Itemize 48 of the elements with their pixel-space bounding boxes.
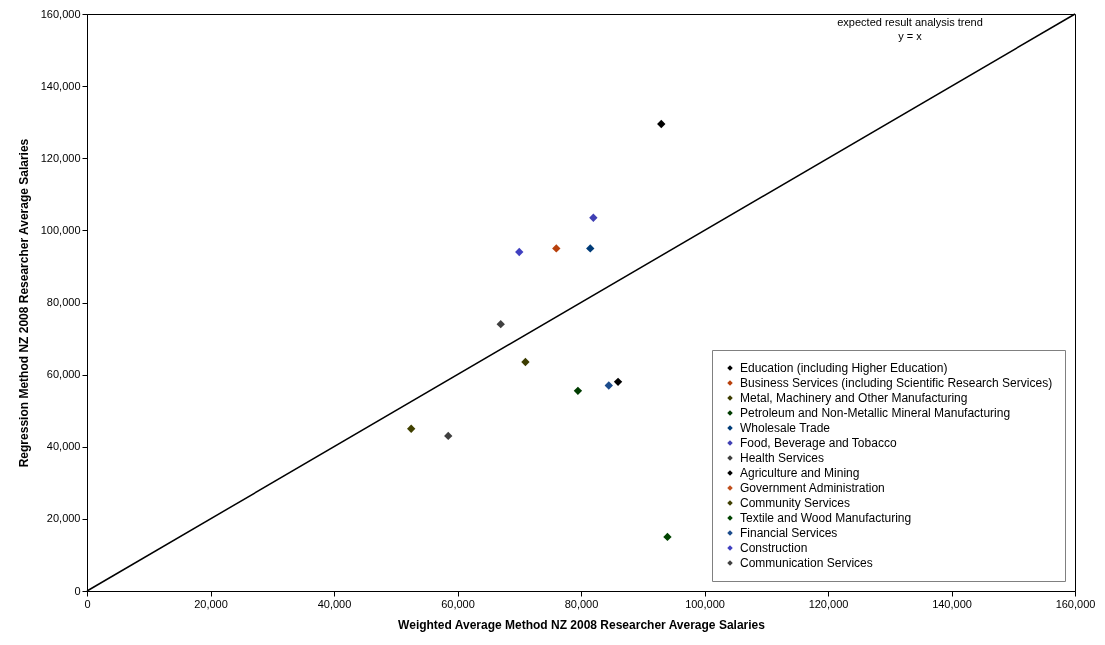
x-tick-label: 80,000	[564, 597, 599, 610]
legend-label: Food, Beverage and Tobacco	[740, 436, 897, 450]
legend-label: Financial Services	[740, 526, 838, 540]
point	[444, 431, 453, 441]
point	[573, 386, 583, 396]
point	[589, 213, 598, 222]
y-tick-label: 0	[74, 584, 81, 597]
point	[657, 119, 666, 129]
x-tick-label: 120,000	[808, 597, 849, 610]
x-tick-label: 140,000	[932, 597, 972, 610]
legend-label: Business Services (including Scientific Research Services)	[740, 376, 1053, 390]
legend-label: Petroleum and Non-Metallic Mineral Manufacturing	[740, 406, 1011, 420]
y-axis-title: Regression Method NZ 2008 Researcher Average Salaries	[16, 138, 31, 468]
point	[586, 244, 595, 253]
point	[496, 319, 505, 329]
point	[515, 247, 524, 257]
legend-label: Government Administration	[740, 481, 885, 495]
y-tick-label: 160,000	[40, 7, 81, 20]
legend-label: Health Services	[740, 451, 825, 465]
y-tick-label: 60,000	[46, 368, 81, 381]
legend-label: Communication Services	[740, 556, 873, 570]
legend-label: Community Services	[740, 496, 851, 510]
x-tick-label: 100,000	[685, 597, 725, 610]
y-tick-label: 40,000	[46, 440, 81, 453]
legend-label: Agriculture and Mining	[740, 466, 860, 480]
y-tick-label: 100,000	[40, 223, 81, 236]
legend-label: Construction	[740, 541, 808, 555]
legend-label: Metal, Machinery and Other Manufacturing	[740, 391, 968, 405]
point	[407, 424, 416, 433]
legend-label: Wholesale Trade	[740, 421, 831, 435]
x-axis-title: Weighted Average Method NZ 2008 Researcher Average Salaries	[398, 617, 766, 632]
x-tick-label: 60,000	[441, 597, 475, 610]
point	[613, 377, 623, 387]
point	[663, 532, 672, 542]
x-tick-label: 160,000	[1055, 597, 1096, 610]
legend-label: Education (including Higher Education)	[740, 361, 948, 375]
point	[521, 357, 530, 367]
y-tick-label: 140,000	[40, 79, 81, 92]
x-tick-label: 40,000	[317, 597, 352, 610]
legend-label: Textile and Wood Manufacturing	[740, 511, 912, 525]
y-tick-label: 20,000	[46, 512, 81, 525]
x-tick-label: 20,000	[194, 597, 228, 610]
x-tick-label: 0	[84, 597, 91, 610]
annotation: expected result analysis trend y = x	[837, 16, 983, 42]
point	[552, 244, 561, 253]
y-tick-label: 80,000	[46, 296, 81, 308]
y-tick-label: 120,000	[40, 151, 81, 164]
point	[604, 381, 613, 390]
